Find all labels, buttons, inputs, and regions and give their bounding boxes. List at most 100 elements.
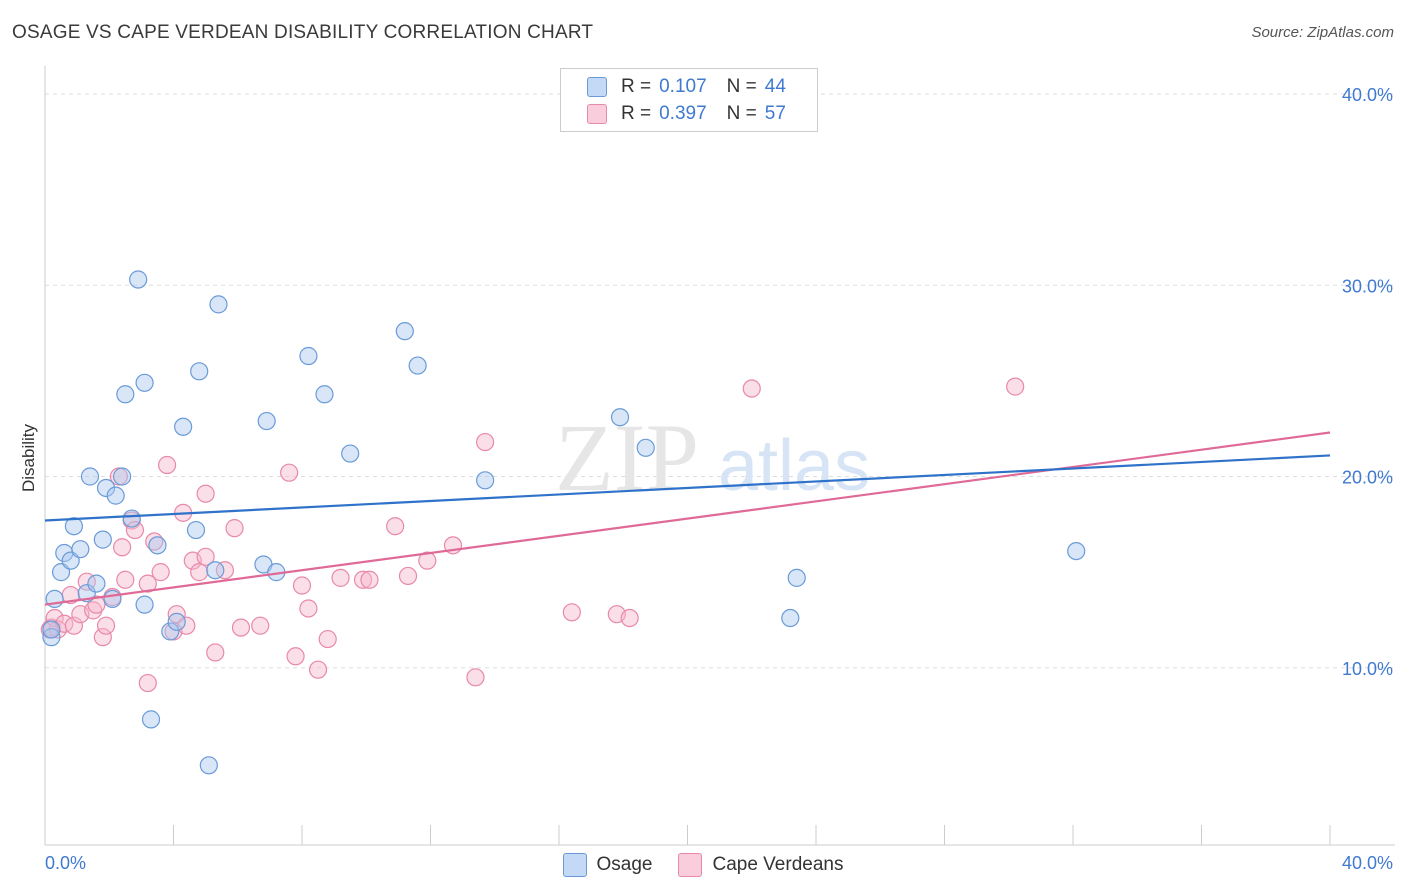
osage-point — [408, 356, 427, 375]
cape-verdeans-point — [84, 601, 103, 620]
tick-labels: 10.0% 20.0% 30.0% 40.0% 0.0% 40.0% — [45, 85, 1393, 873]
cape-verdeans-point — [620, 608, 639, 628]
osage-swatch — [587, 77, 607, 97]
osage-point — [199, 756, 218, 775]
cape-swatch — [678, 853, 703, 877]
cape-swatch — [587, 104, 607, 124]
legend-r-label: R = — [621, 76, 652, 97]
cape-verdeans-point — [116, 570, 135, 589]
cape-verdeans-point — [151, 563, 170, 582]
cape-verdeans-point — [418, 551, 437, 570]
osage-point — [787, 568, 806, 587]
osage-point — [476, 471, 495, 490]
cape-verdeans-point — [386, 517, 405, 536]
cape-verdeans-point — [93, 628, 112, 647]
chart-title: OSAGE VS CAPE VERDEAN DISABILITY CORRELA… — [12, 22, 594, 43]
x-tick-label: 40.0% — [1342, 853, 1393, 873]
cape-verdeans-point — [353, 570, 373, 589]
bottom-legend-cape-label: Cape Verdeans — [712, 854, 844, 875]
osage-point — [93, 530, 112, 549]
bottom-legend-osage[interactable]: Osage — [562, 853, 653, 877]
cape-verdeans-point — [398, 566, 418, 586]
cape-verdeans-point — [251, 616, 270, 635]
gridlines — [45, 93, 1395, 669]
legend-n-value-osage: 44 — [764, 76, 786, 97]
osage-point — [636, 438, 655, 457]
osage-point — [781, 608, 800, 628]
cape-verdeans-point — [231, 618, 251, 637]
osage-point — [80, 467, 100, 486]
cape-verdeans-point — [280, 463, 299, 482]
osage-point — [1067, 541, 1086, 561]
osage-point — [395, 322, 414, 341]
y-axis-label: Disability — [19, 423, 38, 492]
cape-verdeans-point — [299, 599, 318, 618]
cape-verdeans-point — [64, 616, 84, 635]
trend-lines — [44, 431, 1331, 606]
source-label: Source: ZipAtlas.com — [1251, 24, 1394, 41]
cape-verdeans-point — [138, 673, 157, 693]
cape-verdeans-point — [308, 660, 328, 679]
cape-verdeans-point — [125, 520, 145, 540]
osage-point — [141, 710, 161, 729]
osage-point — [206, 561, 225, 580]
watermark: ZIP atlas — [555, 404, 870, 511]
cape-verdeans-point — [206, 643, 225, 662]
cape-verdeans-point — [292, 576, 312, 595]
legend-r-value-cape: 0.397 — [659, 103, 707, 124]
cape-verdeans-point — [112, 538, 132, 557]
osage-point — [64, 517, 84, 536]
cape-verdeans-point — [196, 547, 215, 566]
cape-verdeans-trend-line — [44, 431, 1331, 606]
osage-point — [122, 509, 141, 528]
osage-point — [190, 362, 209, 381]
bottom-legend-cape[interactable]: Cape Verdeans — [678, 853, 843, 877]
cape-verdeans-point — [562, 603, 581, 622]
cape-verdeans-point — [45, 608, 64, 628]
cape-verdeans-point — [476, 432, 495, 452]
osage-point — [42, 628, 61, 647]
legend-row-cape: R = 0.397 N = 57 — [587, 102, 786, 126]
legend-n-label: N = — [726, 103, 757, 124]
cape-verdeans-point — [215, 561, 234, 580]
osage-point — [106, 486, 125, 505]
cape-verdeans-point — [331, 568, 350, 587]
cape-verdeans-point — [138, 574, 157, 593]
y-tick-label: 10.0% — [1342, 659, 1393, 679]
cape-verdeans-point — [190, 563, 209, 582]
legend-r-label: R = — [621, 103, 652, 124]
osage-point — [129, 270, 148, 289]
bottom-legend-osage-label: Osage — [596, 854, 653, 875]
osage-point — [87, 574, 106, 593]
legend-row-osage: R = 0.107 N = 44 — [587, 75, 786, 99]
cape-verdeans-point — [157, 455, 177, 475]
osage-point — [116, 385, 135, 404]
osage-point — [42, 620, 61, 639]
y-tick-label: 30.0% — [1342, 276, 1393, 296]
cape-verdeans-point — [1006, 377, 1025, 396]
osage-point — [161, 622, 180, 641]
axes — [44, 66, 1395, 846]
osage-point — [135, 373, 154, 392]
osage-point — [610, 408, 630, 427]
osage-trend-line — [44, 454, 1331, 522]
y-tick-label: 20.0% — [1342, 468, 1393, 488]
osage-point — [186, 520, 206, 540]
watermark-atlas: atlas — [718, 426, 870, 506]
cape-verdeans-point — [286, 647, 305, 666]
cape-verdeans-point — [96, 616, 116, 635]
osage-swatch — [562, 853, 587, 877]
cape-verdeans-point — [360, 570, 379, 589]
cape-verdeans-point — [196, 484, 215, 503]
legend: R = 0.107 N = 44 R = 0.397 N = 57 — [560, 68, 818, 132]
x-tick-label: 0.0% — [45, 853, 86, 873]
osage-point — [96, 478, 116, 498]
osage-point — [315, 385, 334, 404]
osage-point — [71, 540, 90, 559]
osage-point — [112, 467, 132, 486]
osage-point — [174, 417, 193, 436]
legend-n-value-cape: 57 — [764, 103, 786, 124]
osage-point — [135, 595, 154, 614]
y-tick-label: 40.0% — [1342, 85, 1393, 105]
